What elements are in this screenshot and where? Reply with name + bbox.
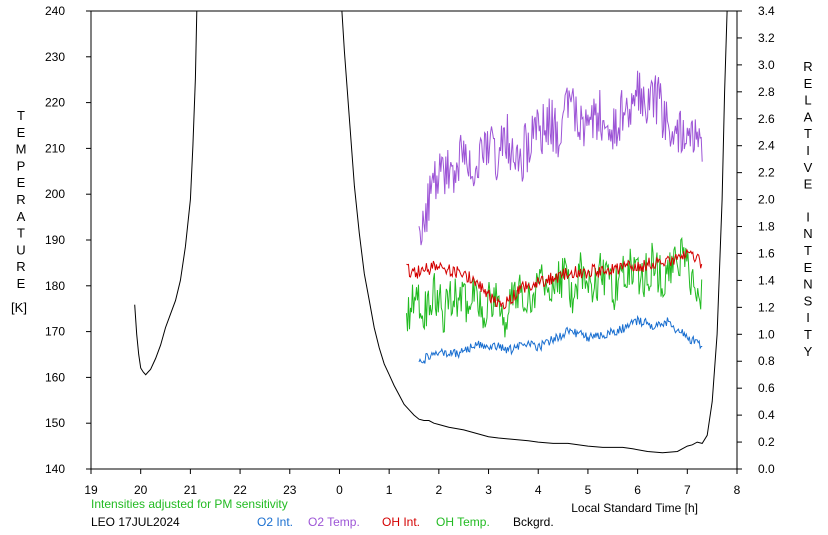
x-axis-label: Local Standard Time [h] <box>571 501 698 515</box>
left-tick-label: 150 <box>45 416 65 430</box>
axis-label-letter: L <box>804 93 811 108</box>
axis-label-letter: U <box>16 242 25 257</box>
axis-label-letter: E <box>804 177 813 192</box>
x-tick-label: 6 <box>634 483 641 497</box>
x-tick-label: 5 <box>585 483 592 497</box>
right-tick-label: 1.4 <box>758 273 775 287</box>
legend-item-bckgrd: Bckgrd. <box>513 515 554 529</box>
right-tick-label: 0.2 <box>758 435 775 449</box>
axis-label-letter: Y <box>804 344 813 359</box>
left-tick-label: 140 <box>45 462 65 476</box>
x-tick-label: 7 <box>684 483 691 497</box>
x-tick-label: 3 <box>485 483 492 497</box>
pm-sensitivity-note: Intensities adjusted for PM sensitivity <box>91 497 288 511</box>
legend-item-o2-int: O2 Int. <box>257 515 293 529</box>
right-tick-label: 1.0 <box>758 327 775 341</box>
axis-label-letter: E <box>804 260 813 275</box>
series-lines <box>134 10 728 454</box>
x-axis-ticks: 19 20 21 22 23 0 1 2 3 4 5 6 7 8 <box>84 469 741 497</box>
axis-label-letter: I <box>806 209 810 224</box>
series-line-oh-temp <box>406 236 703 338</box>
axis-label-letter: N <box>803 226 812 241</box>
axis-label-letter: R <box>803 59 812 74</box>
left-tick-label: 180 <box>45 279 65 293</box>
left-axis-unit: [K] <box>11 300 27 315</box>
left-tick-label: 230 <box>45 50 65 64</box>
left-tick-label: 160 <box>45 370 65 384</box>
x-tick-label: 19 <box>84 483 98 497</box>
x-tick-label: 21 <box>184 483 198 497</box>
axis-label-letter: I <box>806 310 810 325</box>
x-tick-label: 1 <box>386 483 393 497</box>
right-tick-label: 0.6 <box>758 381 775 395</box>
right-tick-label: 2.2 <box>758 166 775 180</box>
left-tick-label: 190 <box>45 233 65 247</box>
axis-label-letter: I <box>806 143 810 158</box>
axis-label-letter: S <box>804 293 813 308</box>
axis-label-letter: E <box>17 125 26 140</box>
axis-label-letter: E <box>804 76 813 91</box>
axis-label-letter: T <box>17 226 25 241</box>
x-tick-label: 22 <box>233 483 247 497</box>
left-tick-label: 240 <box>45 4 65 18</box>
legend-item-oh-temp: OH Temp. <box>436 515 490 529</box>
x-tick-label: 2 <box>436 483 443 497</box>
axis-label-letter: P <box>17 158 26 173</box>
axis-label-letter: T <box>804 243 812 258</box>
axis-label-letter: T <box>17 108 25 123</box>
right-tick-label: 0.0 <box>758 462 775 476</box>
right-tick-label: 2.0 <box>758 193 775 207</box>
series-line-o2-temp <box>418 70 703 246</box>
legend: O2 Int. O2 Temp. OH Int. OH Temp. Bckgrd. <box>257 515 554 529</box>
axis-label-letter: N <box>803 277 812 292</box>
left-axis-ticks: 140 150 160 170 180 190 200 210 220 230 240 <box>45 4 91 476</box>
right-tick-label: 3.4 <box>758 4 775 18</box>
x-tick-label: 8 <box>734 483 741 497</box>
station-date: LEO 17JUL2024 <box>91 515 180 529</box>
right-axis-ticks: 0.0 0.2 0.4 0.6 0.8 1.0 1.2 1.4 1.6 1.8 2.0 2.2 2.4 2… <box>737 4 775 476</box>
right-tick-label: 1.6 <box>758 246 775 260</box>
axis-label-letter: T <box>804 327 812 342</box>
right-tick-label: 3.2 <box>758 31 775 45</box>
series-line-oh-int <box>406 249 703 310</box>
left-tick-label: 170 <box>45 325 65 339</box>
left-tick-label: 210 <box>45 141 65 155</box>
x-tick-label: 23 <box>283 483 297 497</box>
axis-label-letter: A <box>804 109 813 124</box>
series-line-bckgrd <box>134 10 728 454</box>
left-tick-label: 220 <box>45 96 65 110</box>
right-tick-label: 0.4 <box>758 408 775 422</box>
legend-item-oh-int: OH Int. <box>382 515 420 529</box>
axis-label-letter: E <box>17 276 26 291</box>
right-tick-label: 0.8 <box>758 354 775 368</box>
axis-label-letter: T <box>804 126 812 141</box>
right-tick-label: 1.2 <box>758 300 775 314</box>
right-tick-label: 2.6 <box>758 112 775 126</box>
right-tick-label: 3.0 <box>758 58 775 72</box>
axis-label-letter: R <box>16 259 25 274</box>
right-tick-label: 2.4 <box>758 139 775 153</box>
right-tick-label: 2.8 <box>758 85 775 99</box>
x-tick-label: 4 <box>535 483 542 497</box>
x-tick-label: 0 <box>336 483 343 497</box>
axis-label-letter: A <box>17 209 26 224</box>
series-line-o2-int <box>418 314 703 364</box>
axis-label-letter: V <box>804 160 813 175</box>
axis-label-letter: R <box>16 192 25 207</box>
x-tick-label: 20 <box>134 483 148 497</box>
axis-label-letter: M <box>16 142 27 157</box>
axis-label-letter: E <box>17 175 26 190</box>
right-tick-label: 1.8 <box>758 220 775 234</box>
legend-item-o2-temp: O2 Temp. <box>308 515 360 529</box>
left-tick-label: 200 <box>45 187 65 201</box>
